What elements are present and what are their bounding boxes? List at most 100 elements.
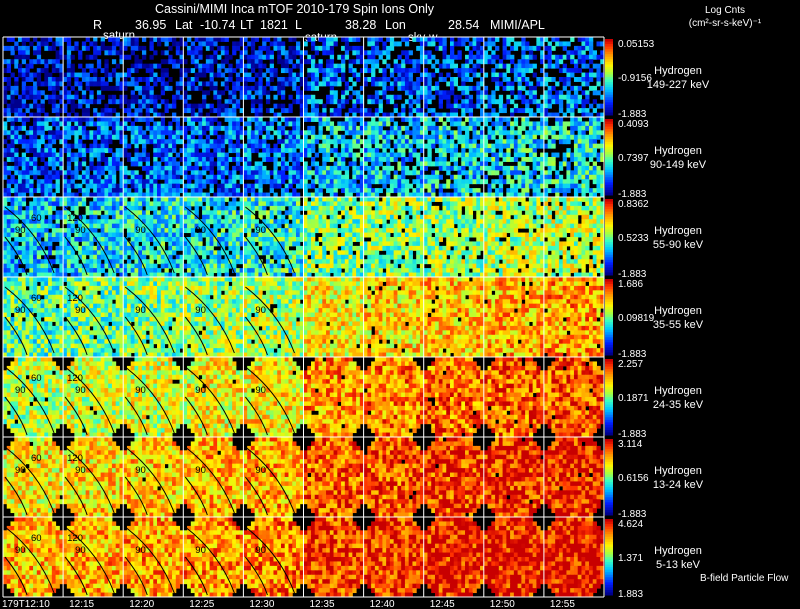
pixel-cell bbox=[104, 85, 109, 91]
pixel-cell bbox=[141, 219, 147, 225]
pixel-cell bbox=[149, 183, 154, 189]
pixel-cell bbox=[551, 99, 556, 105]
pixel-cell bbox=[149, 237, 154, 242]
pixel-cell bbox=[600, 94, 605, 100]
pixel-cell bbox=[363, 152, 368, 158]
pixel-cell bbox=[292, 54, 297, 60]
pixel-cell bbox=[378, 134, 383, 140]
pixel-cell bbox=[21, 241, 27, 247]
pixel-cell bbox=[160, 130, 166, 136]
pixel-cell bbox=[10, 117, 15, 122]
pixel-cell bbox=[66, 263, 72, 269]
pixel-cell bbox=[48, 268, 53, 274]
pixel-cell bbox=[525, 134, 530, 140]
pixel-cell bbox=[254, 112, 259, 118]
pixel-cell bbox=[81, 259, 87, 265]
pixel-cell bbox=[149, 188, 154, 194]
pixel-cell bbox=[525, 174, 530, 180]
pixel-cell bbox=[220, 139, 226, 145]
pixel-cell bbox=[59, 148, 64, 154]
pixel-cell bbox=[85, 232, 90, 238]
pixel-cell bbox=[254, 174, 259, 180]
pixel-cell bbox=[239, 63, 244, 69]
pixel-cell bbox=[277, 183, 282, 189]
pixel-cell bbox=[581, 157, 586, 162]
pixel-cell bbox=[220, 112, 226, 118]
pixel-cell bbox=[89, 268, 94, 274]
pixel-cell bbox=[224, 134, 229, 140]
pixel-cell bbox=[341, 72, 346, 78]
pixel-cell bbox=[495, 125, 500, 131]
pixel-cell bbox=[3, 112, 8, 118]
pixel-cell bbox=[585, 41, 590, 47]
pixel-cell bbox=[179, 125, 184, 131]
pixel-cell bbox=[532, 130, 537, 136]
pixel-cell bbox=[183, 81, 188, 87]
pixel-cell bbox=[141, 157, 147, 162]
pixel-cell bbox=[55, 237, 60, 242]
pixel-cell bbox=[265, 94, 271, 100]
pixel-cell bbox=[18, 117, 23, 122]
pixel-cell bbox=[382, 152, 387, 158]
pixel-cell bbox=[517, 94, 522, 100]
pixel-cell bbox=[190, 237, 196, 242]
pixel-cell bbox=[160, 237, 166, 242]
pixel-cell bbox=[540, 179, 545, 185]
pixel-cell bbox=[250, 143, 256, 149]
pixel-cell bbox=[187, 81, 192, 87]
pixel-cell bbox=[581, 165, 586, 171]
pixel-cell bbox=[483, 148, 489, 154]
pixel-cell bbox=[348, 130, 353, 136]
pixel-cell bbox=[160, 112, 166, 118]
pixel-cell bbox=[382, 143, 387, 149]
pixel-cell bbox=[265, 174, 271, 180]
pixel-cell bbox=[235, 174, 241, 180]
pixel-cell bbox=[438, 41, 443, 47]
pixel-cell bbox=[25, 68, 30, 74]
pixel-cell bbox=[465, 63, 470, 69]
pixel-cell bbox=[521, 143, 526, 149]
pixel-cell bbox=[442, 143, 447, 149]
pixel-cell bbox=[29, 130, 34, 136]
pixel-cell bbox=[198, 139, 203, 145]
pixel-cell bbox=[14, 130, 19, 136]
pixel-cell bbox=[506, 121, 511, 127]
pixel-cell bbox=[149, 205, 154, 211]
pixel-cell bbox=[363, 81, 368, 87]
pixel-cell bbox=[299, 103, 304, 109]
pixel-cell bbox=[89, 259, 94, 265]
pixel-cell bbox=[269, 77, 274, 82]
pixel-cell bbox=[367, 37, 372, 42]
pixel-cell bbox=[40, 121, 45, 127]
pixel-cell bbox=[217, 72, 222, 78]
r-label: R bbox=[93, 18, 103, 32]
pixel-cell bbox=[104, 121, 109, 127]
pixel-cell bbox=[63, 272, 68, 278]
pixel-cell bbox=[506, 81, 511, 87]
pixel-cell bbox=[284, 108, 289, 114]
pixel-cell bbox=[344, 85, 350, 91]
pixel-cell bbox=[168, 152, 173, 158]
pixel-cell bbox=[341, 152, 346, 158]
pixel-cell bbox=[6, 250, 12, 256]
pixel-cell bbox=[202, 232, 207, 238]
pixel-cell bbox=[344, 170, 350, 176]
pixel-cell bbox=[96, 117, 102, 122]
pixel-cell bbox=[341, 179, 346, 185]
pixel-cell bbox=[367, 165, 372, 171]
pixel-cell bbox=[108, 237, 113, 242]
pixel-cell bbox=[25, 259, 30, 265]
pixel-cell bbox=[262, 90, 267, 96]
pixel-cell bbox=[172, 241, 177, 247]
pixel-cell bbox=[78, 99, 83, 105]
pixel-cell bbox=[329, 130, 335, 136]
pixel-cell bbox=[258, 117, 263, 122]
pixel-cell bbox=[123, 165, 128, 171]
pixel-cell bbox=[85, 77, 90, 82]
pixel-cell bbox=[100, 157, 105, 162]
pixel-cell bbox=[491, 170, 496, 176]
pixel-cell bbox=[209, 245, 214, 251]
pixel-cell bbox=[292, 152, 297, 158]
pixel-cell bbox=[126, 108, 132, 114]
pixel-cell bbox=[198, 134, 203, 140]
